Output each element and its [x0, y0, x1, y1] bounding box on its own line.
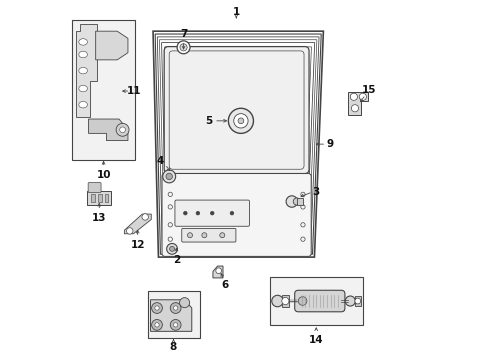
Bar	[147, 291, 199, 338]
FancyBboxPatch shape	[88, 183, 101, 193]
Ellipse shape	[179, 298, 189, 308]
FancyBboxPatch shape	[182, 228, 235, 242]
Ellipse shape	[165, 173, 172, 180]
Ellipse shape	[155, 323, 159, 327]
Ellipse shape	[351, 105, 358, 112]
Ellipse shape	[210, 211, 214, 215]
Ellipse shape	[151, 319, 162, 330]
Ellipse shape	[219, 233, 224, 238]
Ellipse shape	[116, 123, 129, 136]
Bar	[281, 294, 288, 307]
Text: 14: 14	[308, 334, 323, 345]
Ellipse shape	[183, 211, 187, 215]
Ellipse shape	[354, 298, 360, 304]
Text: 6: 6	[221, 280, 228, 290]
Ellipse shape	[281, 297, 288, 305]
FancyBboxPatch shape	[175, 200, 249, 226]
Ellipse shape	[180, 44, 187, 51]
Text: 3: 3	[312, 187, 319, 197]
Ellipse shape	[177, 41, 190, 54]
Ellipse shape	[271, 295, 283, 307]
Ellipse shape	[120, 127, 125, 133]
Text: 9: 9	[325, 139, 333, 149]
Bar	[91, 194, 94, 202]
Ellipse shape	[173, 306, 178, 310]
Ellipse shape	[163, 170, 175, 183]
Bar	[296, 198, 303, 205]
Text: 5: 5	[204, 116, 212, 126]
Ellipse shape	[349, 93, 357, 100]
Polygon shape	[150, 300, 191, 331]
Polygon shape	[348, 92, 367, 116]
Polygon shape	[160, 41, 315, 247]
Ellipse shape	[169, 246, 174, 251]
Polygon shape	[212, 266, 223, 278]
Text: 13: 13	[92, 213, 106, 222]
Polygon shape	[88, 119, 128, 140]
Ellipse shape	[293, 198, 300, 205]
Ellipse shape	[345, 296, 355, 306]
Polygon shape	[124, 214, 151, 234]
Ellipse shape	[79, 51, 87, 58]
Ellipse shape	[166, 243, 177, 254]
Bar	[104, 194, 108, 202]
Text: 15: 15	[361, 85, 376, 95]
FancyBboxPatch shape	[164, 46, 308, 174]
Ellipse shape	[238, 118, 244, 124]
Text: 10: 10	[96, 170, 111, 180]
Bar	[354, 296, 360, 306]
Ellipse shape	[79, 102, 87, 108]
Ellipse shape	[298, 297, 306, 305]
Ellipse shape	[126, 228, 133, 234]
Text: 8: 8	[169, 342, 177, 352]
Bar	[98, 194, 102, 202]
Ellipse shape	[196, 211, 199, 215]
Bar	[72, 21, 135, 160]
Ellipse shape	[230, 211, 233, 215]
Ellipse shape	[359, 93, 366, 100]
Text: 2: 2	[172, 255, 180, 265]
Text: 11: 11	[126, 86, 141, 96]
Ellipse shape	[170, 319, 181, 330]
Polygon shape	[96, 31, 128, 60]
FancyBboxPatch shape	[294, 290, 344, 312]
Ellipse shape	[170, 303, 181, 314]
Bar	[269, 277, 362, 325]
Ellipse shape	[79, 39, 87, 45]
Ellipse shape	[79, 85, 87, 92]
Ellipse shape	[285, 196, 297, 207]
Ellipse shape	[187, 233, 192, 238]
Ellipse shape	[142, 214, 148, 220]
Polygon shape	[76, 24, 97, 117]
Ellipse shape	[155, 306, 159, 310]
Text: 4: 4	[156, 156, 163, 166]
Ellipse shape	[202, 233, 206, 238]
Ellipse shape	[215, 268, 221, 274]
Text: 7: 7	[180, 29, 187, 39]
Text: 12: 12	[130, 239, 144, 249]
Ellipse shape	[151, 303, 162, 314]
Ellipse shape	[79, 67, 87, 74]
Ellipse shape	[228, 108, 253, 134]
FancyBboxPatch shape	[162, 174, 310, 256]
Polygon shape	[87, 191, 110, 205]
Text: 1: 1	[232, 7, 240, 17]
Ellipse shape	[233, 114, 247, 128]
Ellipse shape	[173, 323, 178, 327]
